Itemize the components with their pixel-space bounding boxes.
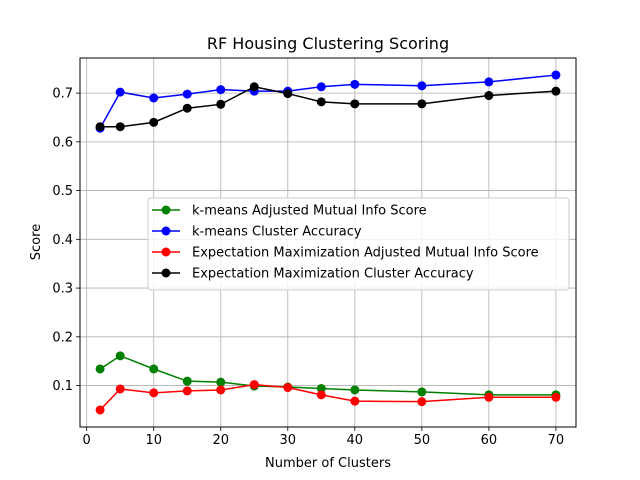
- series-line: [99, 383, 556, 411]
- data-point: [115, 384, 125, 394]
- data-point: [417, 387, 427, 397]
- data-point: [316, 97, 326, 107]
- data-point: [149, 364, 159, 374]
- data-point: [249, 380, 259, 390]
- legend-label: Expectation Maximization Adjusted Mutual…: [192, 246, 539, 261]
- legend-label: k-means Adjusted Mutual Info Score: [192, 204, 427, 219]
- data-point: [115, 122, 125, 132]
- data-point: [316, 82, 326, 92]
- data-point: [216, 385, 226, 395]
- legend-item: k-means Cluster Accuracy: [152, 225, 362, 240]
- data-point: [484, 91, 494, 101]
- x-tick-label: 10: [145, 433, 162, 448]
- x-tick-label: 20: [212, 433, 229, 448]
- data-point: [316, 383, 326, 393]
- x-tick-label: 40: [347, 433, 364, 448]
- y-tick-label: 0.5: [52, 184, 73, 199]
- legend-item: Expectation Maximization Adjusted Mutual…: [152, 246, 539, 261]
- x-axis-label: Number of Clusters: [265, 456, 391, 471]
- data-point: [115, 351, 125, 361]
- data-point: [283, 89, 293, 99]
- legend-item: k-means Adjusted Mutual Info Score: [152, 204, 427, 219]
- plot-frame: [79, 57, 577, 428]
- legend-label: k-means Cluster Accuracy: [192, 225, 362, 240]
- y-tick-label: 0.3: [52, 282, 73, 297]
- data-point: [316, 390, 326, 400]
- data-point: [350, 396, 360, 406]
- data-point: [249, 82, 259, 92]
- series-line: [100, 85, 556, 128]
- data-point: [216, 377, 226, 387]
- data-point: [417, 397, 427, 407]
- x-tick-label: 50: [414, 433, 431, 448]
- data-point: [149, 388, 159, 398]
- y-tick-label: 0.6: [52, 135, 73, 150]
- data-point: [484, 392, 494, 402]
- y-tick-label: 0.1: [52, 379, 73, 394]
- x-tick-label: 0: [83, 433, 91, 448]
- chart-title: RF Housing Clustering Scoring: [207, 34, 449, 53]
- data-point: [95, 122, 105, 132]
- legend-swatch-marker: [161, 247, 171, 257]
- data-point: [216, 85, 226, 95]
- series-line: [99, 74, 556, 129]
- legend: k-means Adjusted Mutual Info Score k-mean…: [147, 197, 570, 291]
- x-tick-label: 30: [280, 433, 297, 448]
- data-point: [551, 86, 561, 96]
- series-4: [95, 82, 561, 132]
- data-point: [551, 392, 561, 402]
- data-point: [182, 376, 192, 386]
- legend-swatch-marker: [161, 205, 171, 215]
- data-point: [417, 81, 427, 91]
- legend-box: [147, 197, 570, 291]
- data-point: [551, 70, 561, 80]
- ticks: 0 10 20 30 40 50 60 70 0.1 0.2 0.3 0.4 0.5 0.6 0.7: [52, 87, 564, 448]
- data-point: [95, 405, 105, 415]
- data-point: [95, 364, 105, 374]
- legend-swatch-marker: [161, 226, 171, 236]
- y-tick-label: 0.4: [52, 233, 73, 248]
- data-point: [115, 87, 125, 97]
- data-point: [182, 89, 192, 99]
- data-point: [149, 117, 159, 127]
- data-point: [283, 383, 293, 393]
- data-point: [182, 386, 192, 396]
- series-3: [95, 380, 561, 415]
- series-group: [95, 70, 561, 415]
- data-point: [182, 103, 192, 113]
- x-tick-label: 60: [481, 433, 498, 448]
- data-point: [216, 99, 226, 109]
- y-tick-label: 0.2: [52, 330, 73, 345]
- data-point: [350, 79, 360, 89]
- data-point: [484, 77, 494, 87]
- data-point: [350, 99, 360, 109]
- data-point: [149, 93, 159, 103]
- y-axis-label: Score: [29, 224, 44, 260]
- legend-label: Expectation Maximization Cluster Accurac…: [192, 267, 474, 282]
- data-point: [417, 99, 427, 109]
- legend-item: Expectation Maximization Cluster Accurac…: [152, 267, 474, 282]
- legend-swatch-marker: [161, 268, 171, 278]
- y-tick-label: 0.7: [52, 87, 73, 102]
- x-tick-label: 70: [548, 433, 565, 448]
- data-point: [350, 385, 360, 395]
